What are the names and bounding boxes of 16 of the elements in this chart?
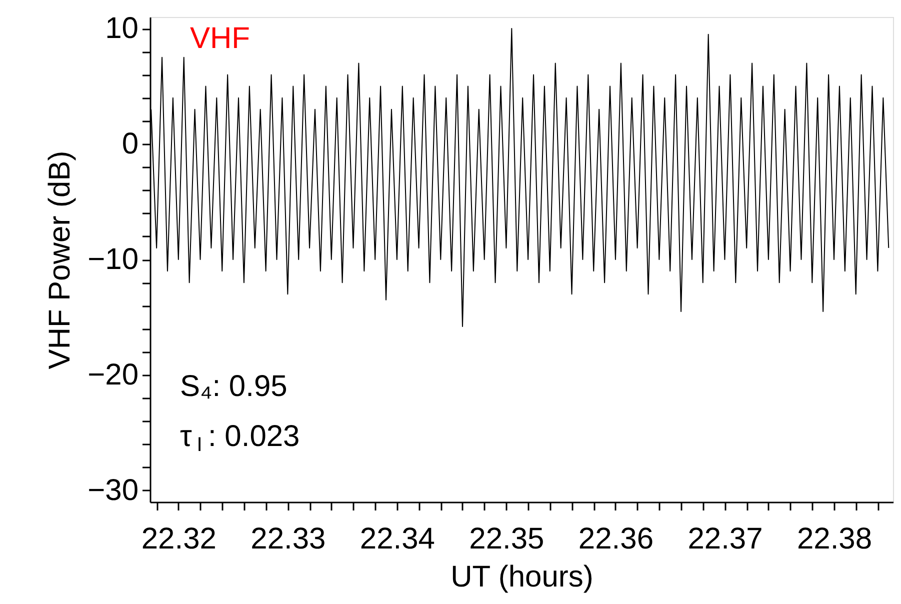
y-tick-label: −30	[88, 474, 138, 507]
x-tick-label: 22.36	[578, 522, 654, 556]
x-tick-label: 22.32	[141, 522, 216, 556]
y-tick-label: −10	[88, 243, 138, 276]
x-axis-title: UT (hours)	[450, 560, 594, 594]
y-tick-label: 10	[105, 12, 138, 46]
y-tick-label: −20	[88, 358, 138, 392]
y-tick-label: 0	[122, 128, 138, 161]
x-tick-label: 22.38	[796, 522, 872, 556]
y-axis-title: VHF Power (dB)	[44, 150, 77, 370]
annotation: VHF	[190, 22, 250, 55]
x-tick-label: 22.34	[360, 522, 435, 556]
annotation: S₄: 0.95	[180, 370, 288, 403]
x-tick-label: 22.37	[688, 522, 763, 556]
x-tick-label: 22.35	[469, 522, 544, 556]
x-tick-label: 22.33	[250, 522, 326, 556]
